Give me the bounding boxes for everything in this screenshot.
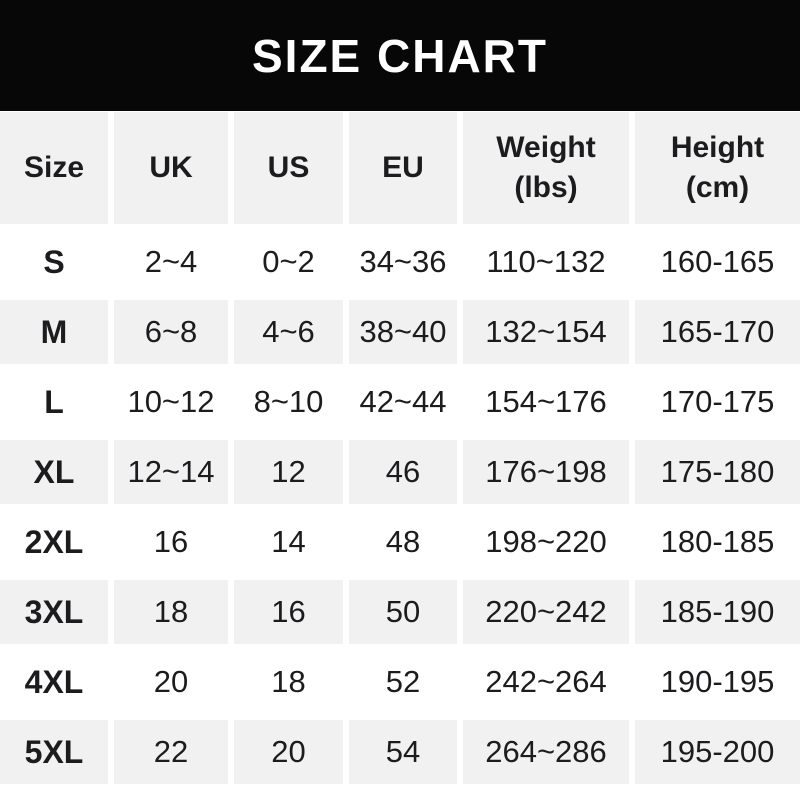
height-value-cell: 190-195: [635, 650, 800, 714]
eu-value-cell: 50: [349, 580, 457, 644]
size-label-cell: 5XL: [0, 720, 108, 784]
column-header-uk: UK: [114, 112, 228, 224]
uk-value-cell: 18: [114, 580, 228, 644]
size-label-cell: L: [0, 370, 108, 434]
us-value-cell: 8~10: [234, 370, 343, 434]
us-value-cell: 0~2: [234, 230, 343, 294]
eu-value-cell: 38~40: [349, 300, 457, 364]
column-header-sublabel: (lbs): [514, 171, 578, 204]
us-value-cell: 12: [234, 440, 343, 504]
weight-value-cell: 242~264: [463, 650, 629, 714]
eu-value-cell: 48: [349, 510, 457, 574]
weight-value-cell: 154~176: [463, 370, 629, 434]
weight-value-cell: 110~132: [463, 230, 629, 294]
height-value-cell: 160-165: [635, 230, 800, 294]
uk-value-cell: 12~14: [114, 440, 228, 504]
size-label-cell: 3XL: [0, 580, 108, 644]
size-chart-title: SIZE CHART: [252, 29, 548, 82]
size-label-cell: M: [0, 300, 108, 364]
size-chart-banner: SIZE CHART: [0, 0, 800, 111]
column-header-height: Height (cm): [635, 112, 800, 224]
size-label-cell: 2XL: [0, 510, 108, 574]
column-header-label: Weight: [496, 130, 596, 164]
uk-value-cell: 16: [114, 510, 228, 574]
weight-value-cell: 220~242: [463, 580, 629, 644]
size-label-cell: XL: [0, 440, 108, 504]
eu-value-cell: 34~36: [349, 230, 457, 294]
height-value-cell: 185-190: [635, 580, 800, 644]
us-value-cell: 4~6: [234, 300, 343, 364]
height-value-cell: 195-200: [635, 720, 800, 784]
us-value-cell: 16: [234, 580, 343, 644]
height-value-cell: 170-175: [635, 370, 800, 434]
weight-value-cell: 264~286: [463, 720, 629, 784]
height-value-cell: 175-180: [635, 440, 800, 504]
eu-value-cell: 42~44: [349, 370, 457, 434]
height-value-cell: 180-185: [635, 510, 800, 574]
weight-value-cell: 132~154: [463, 300, 629, 364]
column-header-us: US: [234, 112, 343, 224]
uk-value-cell: 10~12: [114, 370, 228, 434]
column-header-weight: Weight (lbs): [463, 112, 629, 224]
us-value-cell: 14: [234, 510, 343, 574]
weight-value-cell: 198~220: [463, 510, 629, 574]
height-value-cell: 165-170: [635, 300, 800, 364]
uk-value-cell: 20: [114, 650, 228, 714]
eu-value-cell: 46: [349, 440, 457, 504]
column-header-label: US: [267, 150, 310, 184]
us-value-cell: 18: [234, 650, 343, 714]
size-chart-table: Size UK US EU Weight (lbs) Height (cm) S…: [0, 112, 800, 784]
column-header-label: Size: [23, 150, 85, 184]
size-label-cell: 4XL: [0, 650, 108, 714]
size-label-cell: S: [0, 230, 108, 294]
uk-value-cell: 22: [114, 720, 228, 784]
eu-value-cell: 54: [349, 720, 457, 784]
column-header-eu: EU: [349, 112, 457, 224]
uk-value-cell: 6~8: [114, 300, 228, 364]
uk-value-cell: 2~4: [114, 230, 228, 294]
column-header-size: Size: [0, 112, 108, 224]
column-header-label: EU: [382, 150, 424, 184]
us-value-cell: 20: [234, 720, 343, 784]
eu-value-cell: 52: [349, 650, 457, 714]
column-header-sublabel: (cm): [685, 171, 750, 204]
weight-value-cell: 176~198: [463, 440, 629, 504]
column-header-label: Height: [670, 130, 765, 164]
column-header-label: UK: [149, 150, 193, 184]
